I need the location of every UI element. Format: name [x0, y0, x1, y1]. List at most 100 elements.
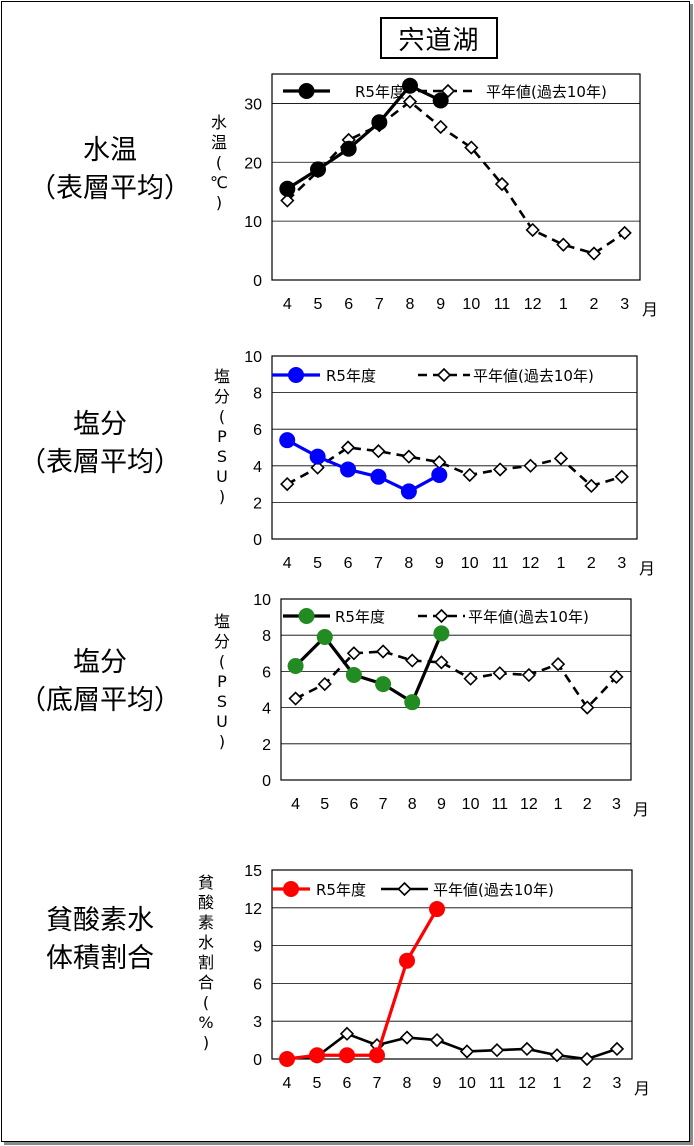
x-tick-label: 11 [494, 296, 511, 313]
data-point-normal [340, 440, 356, 455]
y-axis-label-char: ) [203, 1033, 209, 1052]
section-label-line1: 塩分 [73, 647, 127, 678]
data-point-normal [434, 655, 449, 670]
legend-label-normal: 平年値(過去10年) [473, 367, 594, 385]
x-unit-label: 月 [633, 802, 649, 819]
data-point-normal [310, 460, 325, 475]
x-tick-label: 10 [458, 1075, 476, 1092]
x-tick-label: 4 [283, 296, 292, 313]
legend-marker-r5 [288, 367, 304, 383]
x-tick-label: 11 [492, 555, 509, 572]
x-tick-label: 9 [436, 296, 445, 313]
x-tick-label: 3 [612, 796, 621, 813]
data-point-normal [401, 449, 417, 464]
y-tick-label: 6 [253, 976, 262, 993]
y-axis-label-char: S [217, 447, 227, 466]
data-point-r5 [279, 180, 296, 197]
plot-area [271, 355, 638, 540]
data-point-normal [399, 1030, 415, 1045]
legend-marker-normal [436, 367, 452, 383]
y-tick-label: 8 [262, 628, 271, 645]
legend-label-normal: 平年値(過去10年) [433, 881, 554, 899]
legend-marker-r5 [298, 608, 315, 624]
data-point-r5 [287, 657, 304, 674]
x-tick-label: 8 [403, 1075, 412, 1092]
x-tick-label: 5 [314, 296, 323, 313]
y-tick-label: 4 [253, 459, 262, 476]
y-axis-label-char: U [216, 712, 228, 731]
data-point-r5 [433, 625, 450, 642]
legend-marker-r5 [298, 83, 315, 99]
y-tick-label: 10 [253, 592, 271, 609]
section-label-line1: 水温 [83, 135, 137, 166]
x-tick-label: 1 [554, 796, 563, 813]
y-tick-label: 2 [262, 737, 271, 754]
data-point-r5 [309, 1047, 325, 1064]
plot-area [271, 73, 641, 281]
data-point-normal [405, 653, 420, 668]
data-point-normal [550, 657, 566, 672]
section-label-water-temp: 水温 （表層平均） [10, 132, 210, 208]
data-point-normal [433, 119, 448, 135]
y-tick-label: 9 [253, 939, 262, 956]
data-point-r5 [316, 629, 333, 646]
y-axis-label-char: ( [219, 652, 225, 671]
y-axis-label-char: S [217, 692, 227, 711]
y-tick-label: 0 [253, 1052, 262, 1069]
data-point-r5 [432, 92, 449, 109]
data-point-normal [280, 476, 295, 492]
data-point-r5 [402, 77, 418, 94]
legend-marker-normal [434, 608, 449, 624]
data-point-normal [429, 1032, 445, 1048]
y-axis-label-char: U [216, 467, 228, 486]
y-axis-label-char: ( [216, 153, 222, 172]
x-tick-label: 5 [320, 796, 329, 813]
data-point-r5 [340, 140, 357, 157]
legend-label-r5: R5年度 [316, 881, 366, 899]
legend-label-r5: R5年度 [335, 608, 385, 626]
plot-area [280, 598, 632, 781]
y-axis-label-char: ) [219, 487, 225, 506]
x-tick-label: 9 [437, 796, 446, 813]
x-tick-label: 7 [379, 796, 388, 813]
y-tick-label: 2 [253, 495, 262, 512]
legend-label-normal: 平年値(過去10年) [468, 608, 589, 626]
series-line-normal [286, 446, 623, 488]
y-axis-label-char: 酸 [198, 893, 214, 912]
data-point-r5 [279, 432, 296, 449]
y-tick-label: 6 [262, 664, 271, 681]
section-label-salinity-surface: 塩分 （表層平均） [0, 406, 200, 482]
y-tick-label: 30 [244, 96, 262, 113]
x-tick-label: 2 [583, 1075, 592, 1092]
x-tick-label: 1 [557, 555, 566, 572]
y-axis-label-char: 分 [214, 632, 230, 651]
y-axis-label-char: P [217, 672, 227, 691]
y-axis-label-char: % [198, 1013, 213, 1032]
data-point-r5 [371, 114, 388, 131]
x-tick-label: 7 [375, 296, 384, 313]
data-point-normal [617, 225, 632, 241]
data-point-normal [494, 176, 510, 192]
section-label-line2: 体積割合 [46, 943, 154, 974]
data-point-normal [523, 458, 538, 473]
data-point-normal [463, 671, 478, 686]
section-label-line2: （表層平均） [29, 173, 191, 204]
data-point-r5 [375, 676, 392, 693]
x-unit-label: 月 [634, 1081, 650, 1098]
data-point-r5 [370, 468, 387, 485]
x-unit-label: 月 [639, 561, 655, 578]
x-tick-label: 10 [462, 796, 480, 813]
data-point-normal [339, 1026, 355, 1041]
y-axis-label-char: 塩 [214, 612, 230, 631]
section-label-salinity-bottom: 塩分 （底層平均） [0, 644, 200, 720]
data-point-r5 [400, 483, 417, 500]
x-tick-label: 10 [461, 555, 479, 572]
x-tick-label: 6 [349, 796, 358, 813]
data-point-r5 [309, 448, 326, 465]
x-tick-label: 1 [553, 1075, 562, 1092]
x-tick-label: 2 [583, 796, 592, 813]
data-point-normal [371, 444, 386, 459]
y-tick-label: 3 [253, 1014, 262, 1031]
